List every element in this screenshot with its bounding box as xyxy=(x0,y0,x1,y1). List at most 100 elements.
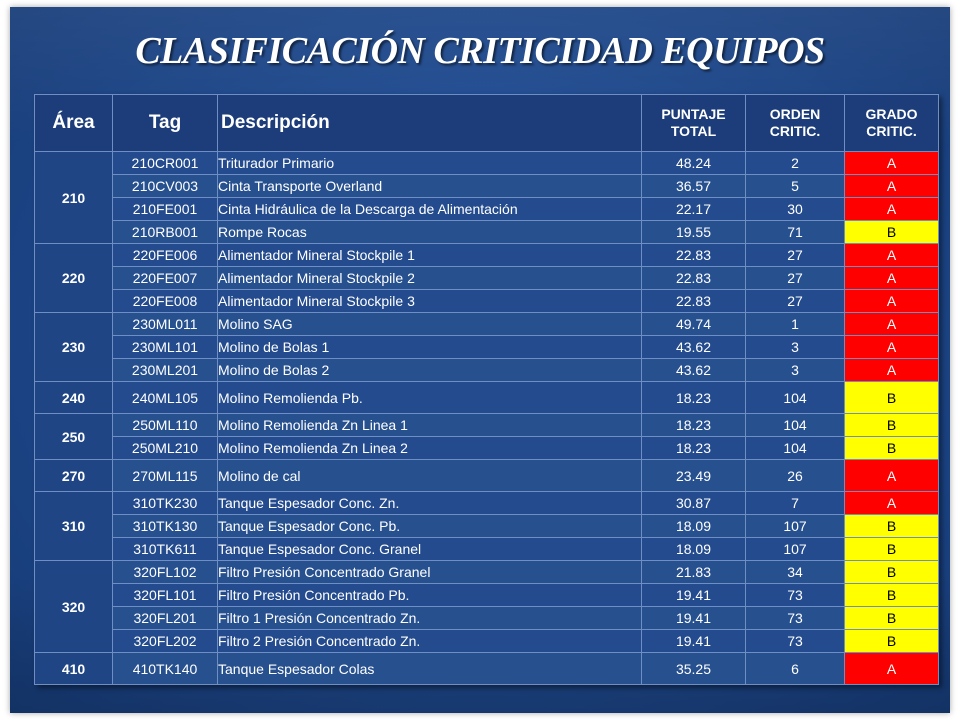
grado-cell: A xyxy=(844,459,939,492)
header-puntaje-total: PUNTAJE TOTAL xyxy=(641,94,746,152)
orden-cell: 3 xyxy=(745,358,845,382)
grado-cell: A xyxy=(844,358,939,382)
area-cell: 210 xyxy=(34,151,113,244)
tag-cell: 320FL101 xyxy=(112,583,218,607)
puntaje-cell: 21.83 xyxy=(641,560,746,584)
tag-cell: 210CR001 xyxy=(112,151,218,175)
header-area: Área xyxy=(34,94,113,152)
description-cell: Alimentador Mineral Stockpile 2 xyxy=(217,266,642,290)
table-row: 410 410TK140 Tanque Espesador Colas 35.25 6 A xyxy=(34,652,939,685)
header-puntaje-line1: PUNTAJE xyxy=(661,106,726,122)
header-grado-critic: GRADO CRITIC. xyxy=(844,94,939,152)
tag-cell: 320FL201 xyxy=(112,606,218,630)
grado-cell: A xyxy=(844,289,939,313)
tag-cell: 240ML105 xyxy=(112,381,218,414)
description-cell: Filtro 1 Presión Concentrado Zn. xyxy=(217,606,642,630)
grado-cell: A xyxy=(844,652,939,685)
header-tag: Tag xyxy=(112,94,218,152)
table-body: 210 210CR001 Triturador Primario 48.24 2 A 210… xyxy=(34,151,939,685)
area-cell: 270 xyxy=(34,459,113,492)
orden-cell: 71 xyxy=(745,220,845,244)
orden-cell: 27 xyxy=(745,243,845,267)
orden-cell: 107 xyxy=(745,514,845,538)
orden-cell: 73 xyxy=(745,629,845,653)
table-row: 240 240ML105 Molino Remolienda Pb. 18.23 104… xyxy=(34,381,939,414)
grado-cell: B xyxy=(844,629,939,653)
puntaje-cell: 18.09 xyxy=(641,537,746,561)
header-grado-line2: CRITIC. xyxy=(866,123,917,139)
description-cell: Alimentador Mineral Stockpile 1 xyxy=(217,243,642,267)
description-cell: Molino de Bolas 1 xyxy=(217,335,642,359)
grado-cell: A xyxy=(844,335,939,359)
tag-cell: 230ML101 xyxy=(112,335,218,359)
grado-cell: B xyxy=(844,560,939,584)
puntaje-cell: 18.09 xyxy=(641,514,746,538)
description-cell: Alimentador Mineral Stockpile 3 xyxy=(217,289,642,313)
puntaje-cell: 18.23 xyxy=(641,436,746,460)
grado-cell: B xyxy=(844,583,939,607)
description-cell: Cinta Hidráulica de la Descarga de Alime… xyxy=(217,197,642,221)
table-row: 320FL101 Filtro Presión Concentrado Pb. 19… xyxy=(35,583,939,607)
table-row: 310TK611 Tanque Espesador Conc. Granel 18.… xyxy=(35,537,939,561)
puntaje-cell: 18.23 xyxy=(641,381,746,414)
description-cell: Filtro Presión Concentrado Pb. xyxy=(217,583,642,607)
table-row: 270 270ML115 Molino de cal 23.49 26 A xyxy=(34,459,939,492)
description-cell: Tanque Espesador Conc. Pb. xyxy=(217,514,642,538)
orden-cell: 27 xyxy=(745,266,845,290)
description-cell: Molino Remolienda Pb. xyxy=(217,381,642,414)
area-cell: 320 xyxy=(34,560,113,653)
header-orden-line2: CRITIC. xyxy=(769,123,821,139)
description-cell: Molino de Bolas 2 xyxy=(217,358,642,382)
tag-cell: 310TK611 xyxy=(112,537,218,561)
area-cell: 240 xyxy=(34,381,113,414)
area-cell: 410 xyxy=(34,652,113,685)
tag-cell: 270ML115 xyxy=(112,459,218,492)
puntaje-cell: 19.41 xyxy=(641,583,746,607)
tag-cell: 310TK130 xyxy=(112,514,218,538)
header-grado-line1: GRADO xyxy=(865,106,918,122)
table-row: 210FE001 Cinta Hidráulica de la Descarga … xyxy=(35,197,939,221)
grado-cell: B xyxy=(844,381,939,414)
tag-cell: 250ML210 xyxy=(112,436,218,460)
orden-cell: 3 xyxy=(745,335,845,359)
puntaje-cell: 18.23 xyxy=(641,413,746,437)
puntaje-cell: 22.17 xyxy=(641,197,746,221)
orden-cell: 1 xyxy=(745,312,845,336)
tag-cell: 220FE008 xyxy=(112,289,218,313)
table-row: 230ML101 Molino de Bolas 1 43.62 3 A xyxy=(35,335,939,359)
table-row: 230ML201 Molino de Bolas 2 43.62 3 A xyxy=(35,358,939,382)
puntaje-cell: 23.49 xyxy=(641,459,746,492)
area-cell: 230 xyxy=(34,312,113,382)
tag-cell: 230ML011 xyxy=(112,312,218,336)
tag-cell: 230ML201 xyxy=(112,358,218,382)
description-cell: Tanque Espesador Colas xyxy=(217,652,642,685)
description-cell: Filtro 2 Presión Concentrado Zn. xyxy=(217,629,642,653)
grado-cell: A xyxy=(844,151,939,175)
puntaje-cell: 35.25 xyxy=(641,652,746,685)
puntaje-cell: 22.83 xyxy=(641,289,746,313)
puntaje-cell: 48.24 xyxy=(641,151,746,175)
orden-cell: 104 xyxy=(745,436,845,460)
puntaje-cell: 19.41 xyxy=(641,629,746,653)
grado-cell: A xyxy=(844,197,939,221)
puntaje-cell: 19.55 xyxy=(641,220,746,244)
tag-cell: 310TK230 xyxy=(112,491,218,515)
table-row: 210RB001 Rompe Rocas 19.55 71 B xyxy=(35,220,939,244)
orden-cell: 7 xyxy=(745,491,845,515)
table-header-row: Área Tag Descripción PUNTAJE TOTAL ORDEN… xyxy=(34,94,939,152)
orden-cell: 27 xyxy=(745,289,845,313)
table-row: 310TK130 Tanque Espesador Conc. Pb. 18.09 1… xyxy=(35,514,939,538)
orden-cell: 104 xyxy=(745,413,845,437)
grado-cell: B xyxy=(844,514,939,538)
grado-cell: A xyxy=(844,312,939,336)
table-row: 320 320FL102 Filtro Presión Concentrado Gr… xyxy=(34,560,939,653)
table-row: 210CV003 Cinta Transporte Overland 36.57 5 A xyxy=(35,174,939,198)
table-row: 320FL201 Filtro 1 Presión Concentrado Zn.… xyxy=(35,606,939,630)
tag-cell: 410TK140 xyxy=(112,652,218,685)
description-cell: Tanque Espesador Conc. Zn. xyxy=(217,491,642,515)
area-cell: 250 xyxy=(34,413,113,460)
orden-cell: 2 xyxy=(745,151,845,175)
grado-cell: B xyxy=(844,220,939,244)
header-puntaje-line2: TOTAL xyxy=(670,123,717,139)
